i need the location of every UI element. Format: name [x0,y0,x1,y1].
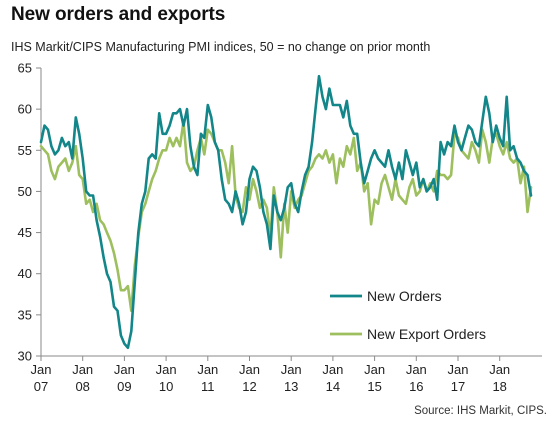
y-axis: 30 35 40 45 50 55 60 65 [18,61,42,364]
legend-label: New Orders [367,288,442,304]
x-tick-label: Jan [197,362,218,377]
x-tick-label: 17 [451,379,465,394]
x-tick-label: 18 [492,379,506,394]
y-tick-label: 55 [18,143,32,158]
x-tick-label: 07 [34,379,48,394]
x-tick-label: Jan [489,362,510,377]
x-tick-label: 10 [159,379,173,394]
x-axis: Jan 07 Jan 08 Jan 09 Jan 10 Jan 11 Jan 12 Jan 13 Jan 14… [31,355,542,394]
chart-subtitle: IHS Markit/CIPS Manufacturing PMI indice… [11,40,431,54]
y-tick-label: 45 [18,225,32,240]
chart-title: New orders and exports [11,4,226,25]
x-tick-label: Jan [72,362,93,377]
x-tick-label: 15 [367,379,381,394]
legend: New Orders New Export Orders [330,288,486,342]
series-line-new-export-orders [39,120,533,312]
x-tick-label: Jan [239,362,260,377]
x-tick-label: Jan [406,362,427,377]
y-tick-label: 50 [18,184,32,199]
x-tick-label: Jan [156,362,177,377]
x-tick-label: 11 [201,379,215,394]
series-layer [39,74,533,350]
y-tick-label: 40 [18,266,32,281]
x-tick-label: 14 [326,379,340,394]
x-tick-label: Jan [281,362,302,377]
x-tick-label: Jan [31,362,52,377]
x-tick-label: Jan [364,362,385,377]
x-tick-label: Jan [114,362,135,377]
source-note: Source: IHS Markit, CIPS. [414,405,547,417]
x-tick-label: 08 [75,379,89,394]
x-tick-label: 12 [242,379,256,394]
x-tick-label: 13 [284,379,298,394]
series-line-new-orders [39,74,533,350]
y-tick-label: 65 [18,61,32,76]
x-tick-label: 16 [409,379,423,394]
y-tick-label: 30 [18,349,32,364]
y-tick-label: 60 [18,102,32,117]
x-tick-label: 09 [117,379,131,394]
y-tick-label: 35 [18,307,32,322]
legend-label: New Export Orders [367,326,486,342]
x-tick-label: Jan [448,362,469,377]
x-tick-label: Jan [322,362,343,377]
